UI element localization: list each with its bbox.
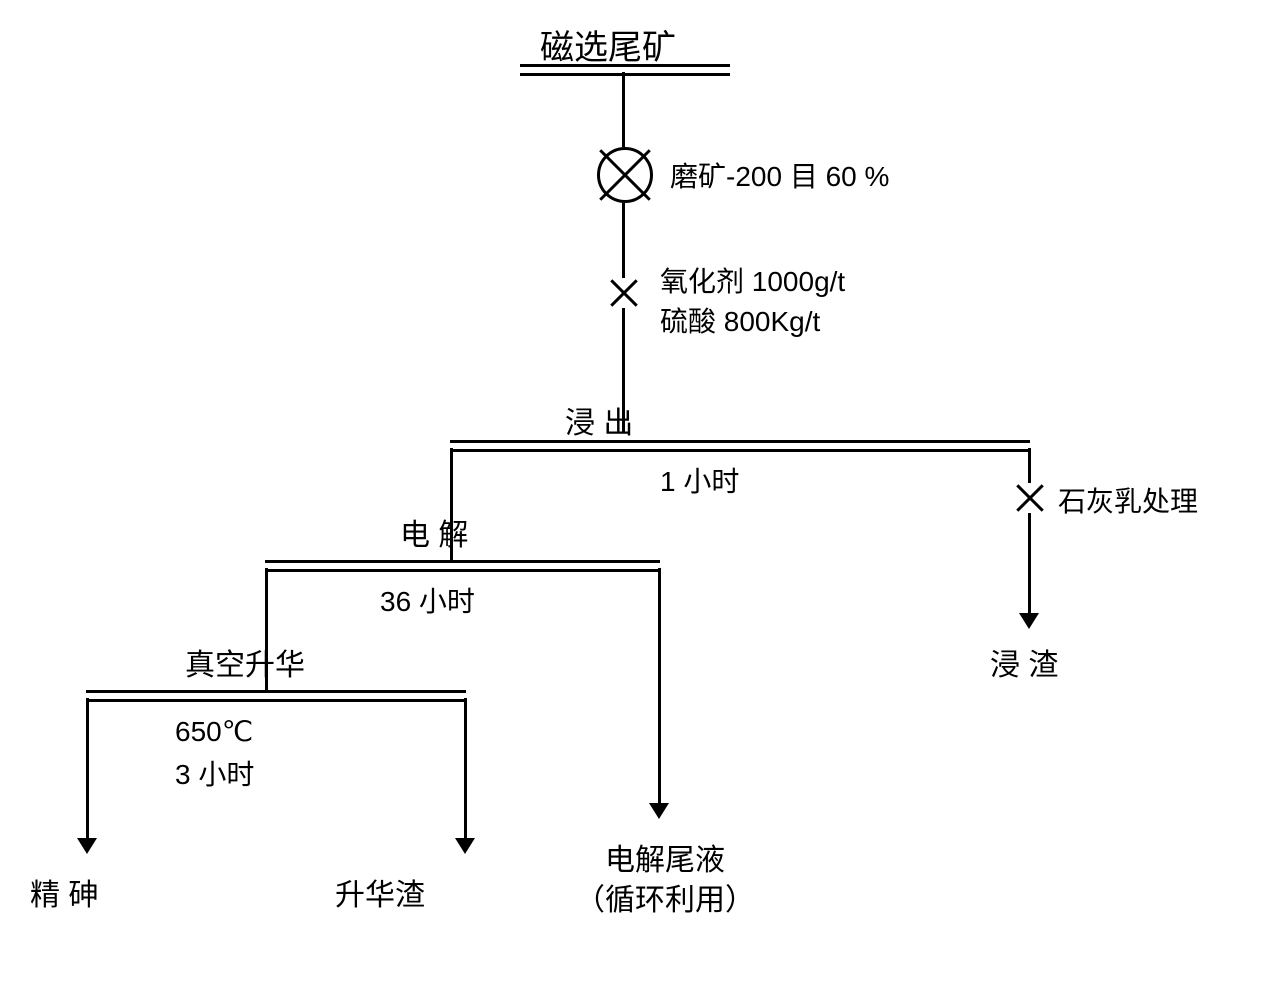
leaching-label: 浸 出 bbox=[565, 398, 633, 442]
sublim-param-2: 3 小时 bbox=[175, 753, 254, 793]
lime-symbol bbox=[1015, 483, 1045, 513]
grinding-label: 磨矿-200 目 60 % bbox=[670, 155, 889, 195]
sublim-left-stem bbox=[86, 698, 89, 838]
stem-2 bbox=[622, 203, 625, 278]
lime-label: 石灰乳处理 bbox=[1058, 480, 1198, 520]
electrolysis-time: 36 小时 bbox=[380, 580, 475, 620]
sublim-right-stem bbox=[464, 698, 467, 838]
sublim-right-output: 升华渣 bbox=[335, 870, 425, 914]
leaching-split bbox=[450, 440, 1030, 452]
electrolysis-label: 电 解 bbox=[400, 510, 468, 554]
input-label: 磁选尾矿 bbox=[540, 20, 676, 69]
sublim-left-arrow bbox=[77, 838, 97, 854]
elec-output-1: 电解尾液 bbox=[605, 835, 725, 879]
leaching-time: 1 小时 bbox=[660, 460, 739, 500]
reagent-symbol bbox=[609, 278, 639, 308]
lime-stem bbox=[1028, 448, 1031, 483]
sublimation-split bbox=[86, 690, 466, 702]
sublim-right-arrow bbox=[455, 838, 475, 854]
sublim-left-output: 精 砷 bbox=[30, 870, 98, 914]
lime-output: 浸 渣 bbox=[990, 640, 1058, 684]
elec-right-stem bbox=[658, 568, 661, 803]
input-underline bbox=[520, 64, 730, 76]
electrolysis-split bbox=[265, 560, 660, 572]
reagent-line-1: 氧化剂 1000g/t bbox=[660, 260, 845, 300]
reagent-line-2: 硫酸 800Kg/t bbox=[660, 300, 820, 340]
lime-arrow bbox=[1019, 613, 1039, 629]
sublim-param-1: 650℃ bbox=[175, 715, 253, 748]
flowchart-canvas: 磁选尾矿 磨矿-200 目 60 % 氧化剂 1000g/t 硫酸 800Kg/… bbox=[0, 0, 1261, 981]
lime-stem-2 bbox=[1028, 513, 1031, 613]
elec-output-2: （循环利用） bbox=[575, 875, 755, 919]
stem-1 bbox=[622, 72, 625, 147]
sublimation-label: 真空升华 bbox=[185, 640, 305, 684]
elec-right-arrow bbox=[649, 803, 669, 819]
grinding-symbol bbox=[597, 147, 653, 203]
